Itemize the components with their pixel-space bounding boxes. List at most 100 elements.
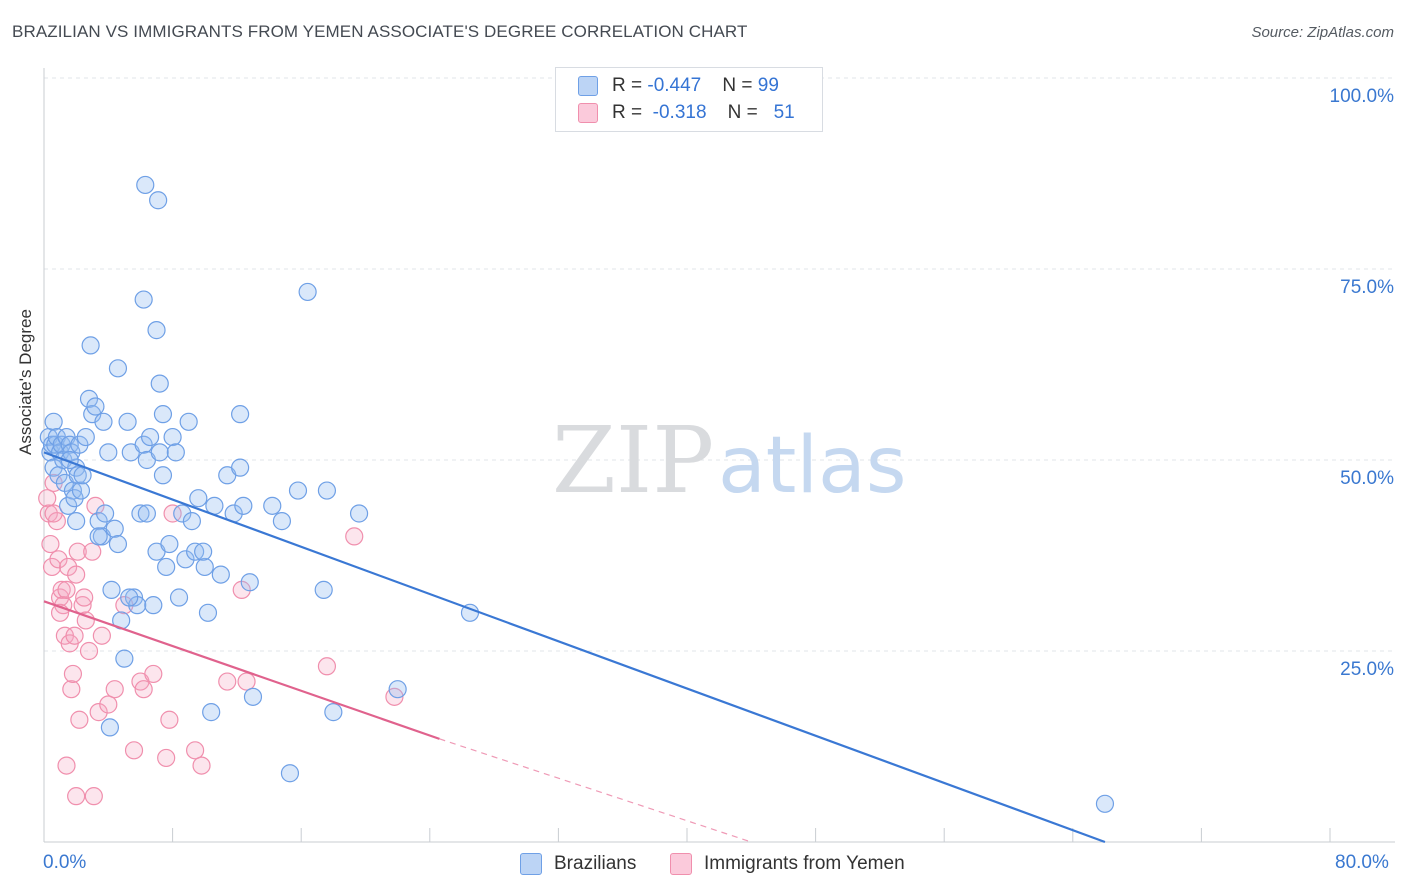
point-yemen	[237, 672, 256, 691]
point-brazilians	[160, 534, 179, 554]
point-brazilians	[76, 427, 95, 447]
point-brazilians	[134, 435, 153, 454]
point-brazilians	[134, 290, 153, 309]
point-yemen	[62, 680, 81, 699]
point-brazilians	[108, 359, 128, 378]
point-brazilians	[163, 427, 182, 447]
y-tick-label: 50.0%	[1340, 468, 1394, 489]
point-brazilians	[68, 466, 87, 485]
point-yemen	[44, 504, 63, 523]
point-brazilians	[211, 565, 230, 584]
point-yemen	[163, 504, 182, 523]
point-brazilians	[67, 512, 86, 531]
point-yemen	[65, 626, 84, 645]
legend-r-value: -0.447	[647, 75, 702, 96]
point-yemen	[67, 787, 86, 806]
point-brazilians	[1095, 794, 1115, 813]
point-brazilians	[149, 191, 168, 210]
point-yemen	[67, 565, 86, 584]
point-yemen	[192, 756, 211, 775]
point-yemen	[75, 588, 94, 607]
point-brazilians	[89, 527, 108, 546]
legend-r-value: -0.318	[652, 102, 707, 123]
legend-label-yemen: Immigrants from Yemen	[704, 853, 905, 874]
point-brazilians	[99, 443, 118, 462]
point-yemen	[79, 641, 99, 661]
point-yemen	[92, 626, 111, 645]
point-brazilians	[140, 427, 160, 447]
point-brazilians	[176, 550, 195, 569]
point-yemen	[84, 787, 103, 806]
point-yemen	[345, 527, 364, 546]
point-brazilians	[234, 496, 253, 515]
point-brazilians	[195, 557, 214, 577]
y-axis-label: Associate's Degree	[16, 309, 35, 455]
point-yemen	[157, 748, 176, 768]
legend-swatch-blue	[578, 76, 598, 96]
point-yemen	[160, 710, 179, 729]
point-brazilians	[94, 412, 113, 431]
point-brazilians	[194, 542, 213, 561]
point-brazilians	[120, 588, 139, 607]
legend-n-value: 99	[757, 75, 779, 96]
point-yemen	[63, 664, 83, 684]
legend-swatch-yemen	[670, 853, 692, 875]
point-brazilians	[166, 443, 185, 462]
point-brazilians	[182, 512, 201, 531]
point-yemen	[134, 680, 153, 699]
data-points	[38, 175, 1115, 813]
point-brazilians	[150, 374, 169, 393]
trend-lines	[43, 451, 1106, 844]
point-brazilians	[298, 282, 317, 302]
point-brazilians	[388, 680, 407, 699]
legend-swatch-pink	[578, 103, 598, 123]
trend-line-brazilians	[43, 451, 1106, 844]
point-brazilians	[95, 504, 115, 523]
point-yemen	[89, 703, 108, 722]
point-brazilians	[317, 481, 337, 500]
chart-title: BRAZILIAN VS IMMIGRANTS FROM YEMEN ASSOC…	[12, 22, 748, 41]
point-brazilians	[81, 336, 100, 355]
trend-line-yemen-extrapolated	[439, 738, 752, 843]
point-brazilians	[189, 489, 208, 508]
point-yemen	[52, 580, 71, 599]
point-brazilians	[86, 397, 105, 416]
gridlines	[44, 77, 1395, 652]
point-brazilians	[144, 596, 163, 615]
point-brazilians	[108, 534, 128, 554]
legend-label-brazilians: Brazilians	[554, 853, 637, 874]
point-yemen	[42, 557, 62, 577]
point-brazilians	[324, 703, 343, 722]
point-brazilians	[173, 504, 192, 523]
point-yemen	[49, 550, 68, 569]
point-brazilians	[131, 504, 150, 523]
y-tick-label: 100.0%	[1329, 86, 1394, 107]
legend-n-label: N =	[727, 102, 764, 123]
point-yemen	[105, 680, 124, 699]
point-brazilians	[70, 435, 89, 454]
point-brazilians	[65, 489, 84, 508]
point-brazilians	[349, 504, 369, 523]
axes	[43, 68, 1395, 843]
point-brazilians	[272, 512, 292, 531]
point-brazilians	[231, 458, 250, 477]
point-brazilians	[89, 512, 108, 531]
point-yemen	[83, 542, 102, 561]
point-brazilians	[147, 321, 166, 340]
point-brazilians	[288, 481, 308, 500]
point-brazilians	[153, 405, 173, 424]
point-yemen	[38, 489, 57, 508]
point-brazilians	[100, 718, 120, 737]
y-tick-label: 25.0%	[1340, 659, 1394, 680]
point-brazilians	[118, 412, 137, 431]
x-tick-label-max: 80.0%	[1335, 852, 1389, 873]
point-brazilians	[198, 603, 218, 622]
point-yemen	[317, 657, 337, 676]
stats-legend: R = -0.447 N = 99 R = -0.318 N = 51	[555, 67, 823, 132]
point-brazilians	[105, 519, 124, 538]
watermark-zip: ZIP	[552, 407, 714, 514]
watermark-atlas: atlas	[718, 421, 907, 511]
point-brazilians	[263, 496, 282, 515]
point-brazilians	[153, 466, 173, 485]
